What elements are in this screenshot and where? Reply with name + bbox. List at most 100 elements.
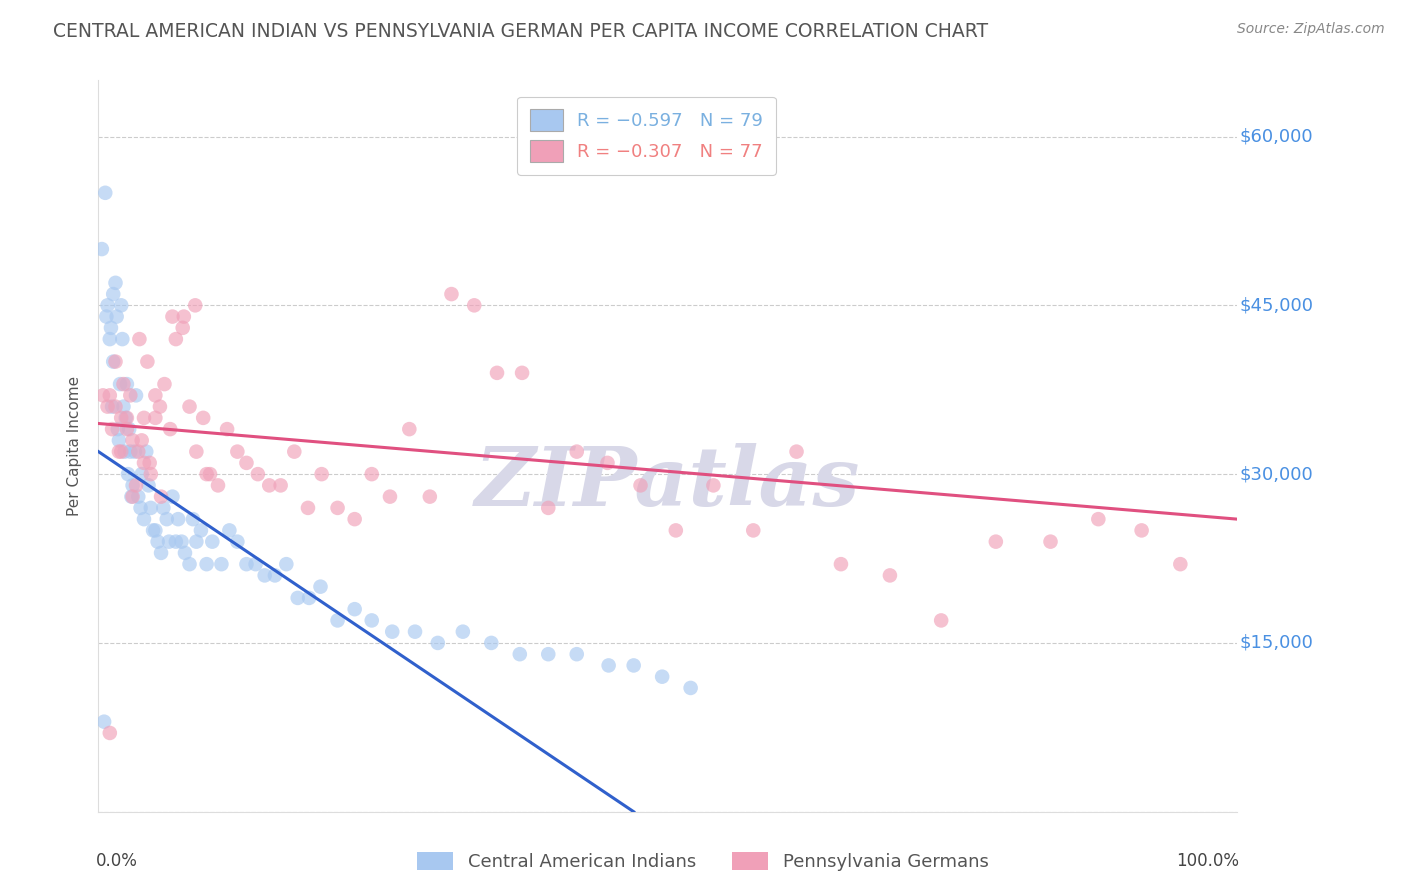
Point [112, 377, 135, 392]
Point [235, 456, 257, 470]
Point [440, 287, 463, 301]
Point [142, 524, 165, 538]
Point [108, 444, 131, 458]
Point [509, 647, 531, 661]
Point [94, 186, 117, 200]
Point [120, 388, 142, 402]
Point [226, 444, 249, 458]
Point [174, 546, 197, 560]
Point [110, 410, 132, 425]
Point [152, 500, 174, 515]
Point [104, 354, 127, 368]
Point [115, 377, 138, 392]
Point [124, 444, 146, 458]
Point [426, 636, 449, 650]
Point [565, 444, 588, 458]
Point [115, 410, 138, 425]
Point [131, 467, 153, 482]
Point [105, 310, 128, 324]
Point [103, 287, 125, 301]
Point [226, 534, 249, 549]
Text: Source: ZipAtlas.com: Source: ZipAtlas.com [1237, 22, 1385, 37]
Point [90, 242, 112, 256]
Point [179, 400, 201, 414]
Point [190, 524, 212, 538]
Point [139, 467, 162, 482]
Point [596, 456, 619, 470]
Point [479, 636, 502, 650]
Point [167, 512, 190, 526]
Point [136, 354, 159, 368]
Text: 100.0%: 100.0% [1177, 852, 1240, 870]
Point [1087, 512, 1109, 526]
Point [165, 534, 187, 549]
Point [218, 524, 240, 538]
Point [463, 298, 485, 312]
Point [162, 490, 184, 504]
Point [665, 524, 688, 538]
Point [165, 332, 187, 346]
Point [786, 444, 808, 458]
Point [138, 456, 160, 470]
Point [125, 388, 148, 402]
Point [121, 478, 143, 492]
Point [125, 478, 148, 492]
Point [110, 298, 132, 312]
Text: $30,000: $30,000 [1240, 465, 1313, 483]
Point [157, 534, 180, 549]
Point [198, 467, 221, 482]
Point [1039, 534, 1062, 549]
Point [112, 400, 135, 414]
Point [103, 354, 125, 368]
Point [108, 377, 131, 392]
Point [623, 658, 645, 673]
Point [297, 500, 319, 515]
Point [93, 714, 115, 729]
Point [110, 444, 132, 458]
Text: $15,000: $15,000 [1240, 634, 1313, 652]
Point [598, 658, 620, 673]
Point [186, 444, 208, 458]
Point [129, 500, 152, 515]
Point [145, 410, 167, 425]
Point [132, 512, 155, 526]
Legend: Central American Indians, Pennsylvania Germans: Central American Indians, Pennsylvania G… [411, 845, 995, 879]
Point [104, 400, 127, 414]
Point [115, 422, 138, 436]
Point [149, 400, 172, 414]
Point [172, 321, 194, 335]
Point [184, 298, 207, 312]
Point [114, 410, 136, 425]
Point [96, 400, 118, 414]
Point [121, 434, 143, 448]
Point [1130, 524, 1153, 538]
Point [195, 467, 218, 482]
Point [162, 310, 184, 324]
Text: $45,000: $45,000 [1240, 296, 1313, 314]
Point [153, 377, 176, 392]
Point [135, 444, 157, 458]
Point [91, 388, 114, 402]
Point [283, 444, 305, 458]
Point [170, 534, 193, 549]
Point [326, 500, 349, 515]
Point [537, 500, 560, 515]
Point [253, 568, 276, 582]
Point [326, 614, 349, 628]
Point [343, 512, 366, 526]
Point [111, 332, 134, 346]
Point [98, 388, 121, 402]
Point [146, 534, 169, 549]
Point [630, 478, 652, 492]
Legend: R = −0.597   N = 79, R = −0.307   N = 77: R = −0.597 N = 79, R = −0.307 N = 77 [517, 96, 776, 175]
Point [173, 310, 195, 324]
Point [117, 467, 139, 482]
Point [398, 422, 420, 436]
Point [207, 478, 229, 492]
Point [156, 512, 179, 526]
Point [209, 557, 232, 571]
Point [118, 422, 141, 436]
Point [120, 490, 142, 504]
Point [929, 614, 952, 628]
Point [138, 478, 160, 492]
